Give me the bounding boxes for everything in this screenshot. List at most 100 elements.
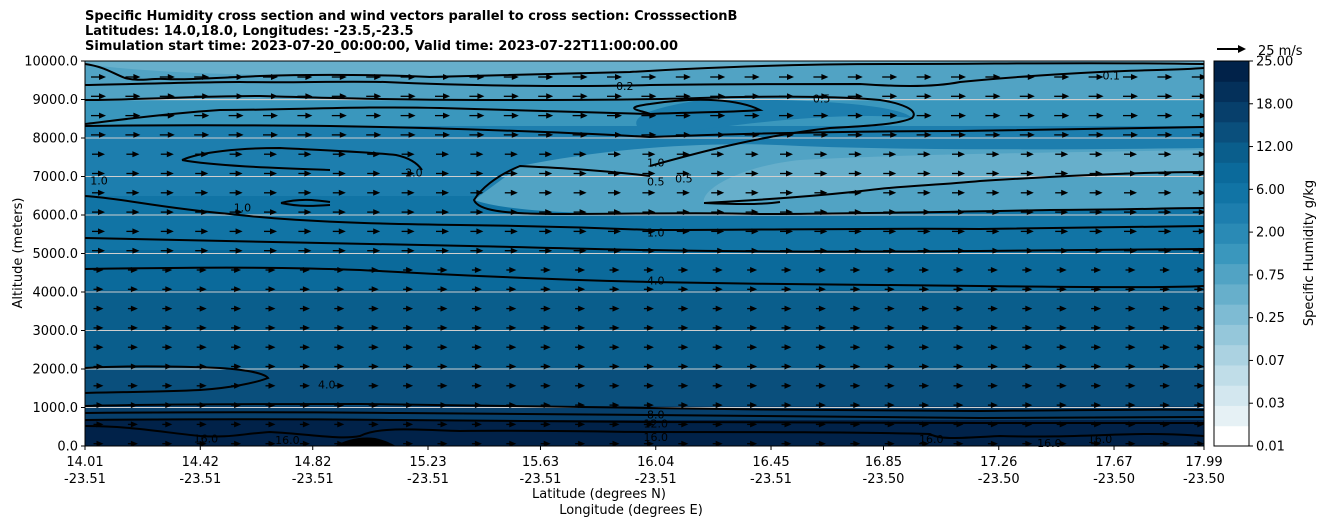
wind-vector bbox=[1159, 440, 1170, 446]
wind-vector bbox=[1088, 93, 1104, 100]
wind-vector bbox=[437, 382, 448, 389]
title-line-2: Latitudes: 14.0,18.0, Longitudes: -23.5,… bbox=[85, 24, 414, 39]
wind-vector bbox=[231, 440, 242, 446]
wind-vector bbox=[334, 440, 345, 446]
wind-vector bbox=[231, 363, 242, 370]
wind-vector bbox=[437, 267, 448, 273]
wind-vector bbox=[1125, 440, 1136, 446]
y-tick-label: 3000.0 bbox=[33, 324, 79, 339]
wind-vector bbox=[678, 267, 689, 273]
wind-vector bbox=[93, 267, 104, 273]
contour-label: 16.0 bbox=[643, 431, 668, 444]
wind-vector bbox=[643, 421, 654, 428]
wind-vector bbox=[1019, 131, 1035, 138]
wind-vector bbox=[1088, 74, 1104, 80]
wind-vector bbox=[1194, 382, 1204, 389]
wind-vector bbox=[334, 344, 345, 351]
wind-vector bbox=[985, 131, 1001, 138]
x-tick-label-lon: -23.51 bbox=[407, 472, 449, 487]
wind-vector bbox=[91, 74, 106, 80]
colorbar-segment bbox=[1214, 344, 1249, 366]
wind-vector bbox=[1194, 324, 1204, 331]
wind-vector bbox=[815, 382, 826, 389]
wind-vector bbox=[781, 421, 792, 428]
wind-vector bbox=[401, 189, 415, 196]
wind-vector bbox=[538, 131, 554, 138]
wind-vector bbox=[641, 131, 657, 138]
wind-vector bbox=[506, 324, 517, 331]
wind-vector bbox=[917, 228, 931, 235]
wind-vector bbox=[780, 170, 793, 177]
wind-vector bbox=[1158, 247, 1172, 254]
wind-vector bbox=[162, 440, 173, 446]
wind-vector bbox=[1056, 305, 1067, 312]
wind-vector bbox=[159, 74, 175, 80]
wind-vector bbox=[298, 189, 312, 196]
wind-vector bbox=[675, 93, 691, 100]
wind-vector bbox=[815, 363, 826, 370]
contour-line bbox=[181, 159, 331, 171]
x-tick-label-lat: 15.23 bbox=[409, 455, 446, 470]
wind-vector bbox=[678, 324, 689, 331]
wind-vector bbox=[676, 247, 690, 254]
wind-vector bbox=[469, 74, 485, 80]
wind-vector bbox=[608, 247, 621, 254]
colorbar-tick-label: 18.00 bbox=[1256, 97, 1293, 112]
wind-vector bbox=[712, 440, 723, 446]
wind-vector bbox=[573, 170, 587, 177]
wind-vector bbox=[159, 112, 175, 119]
wind-vector bbox=[747, 363, 758, 370]
wind-vector bbox=[575, 286, 586, 293]
wind-vector bbox=[712, 382, 723, 389]
wind-vector bbox=[401, 151, 415, 158]
wind-vector bbox=[1124, 151, 1137, 158]
wind-vector bbox=[1091, 286, 1102, 293]
wind-vector bbox=[643, 402, 654, 409]
wind-vector bbox=[1261, 74, 1276, 80]
x-tick-label-lon: -23.50 bbox=[1093, 472, 1135, 487]
wind-vector bbox=[471, 382, 482, 389]
wind-vector bbox=[437, 363, 448, 370]
wind-vector bbox=[710, 74, 726, 80]
wind-vector bbox=[334, 286, 345, 293]
wind-vector bbox=[1125, 324, 1136, 331]
wind-vector bbox=[710, 93, 726, 100]
wind-vector bbox=[437, 344, 448, 351]
wind-vector bbox=[93, 363, 104, 370]
wind-vector bbox=[850, 421, 861, 428]
wind-vector bbox=[882, 74, 898, 80]
wind-vector bbox=[609, 286, 620, 293]
wind-vector bbox=[744, 112, 760, 119]
wind-vector bbox=[127, 402, 138, 409]
wind-vector bbox=[1056, 324, 1067, 331]
wind-vector bbox=[747, 382, 758, 389]
wind-vector bbox=[93, 421, 104, 428]
wind-vector bbox=[231, 402, 242, 409]
wind-vector bbox=[575, 382, 586, 389]
wind-vector bbox=[400, 93, 416, 100]
wind-vector bbox=[538, 74, 554, 80]
wind-vector bbox=[403, 344, 414, 351]
wind-vector bbox=[299, 286, 310, 293]
wind-vector bbox=[194, 112, 210, 119]
wind-vector bbox=[607, 74, 622, 80]
wind-vector bbox=[1055, 228, 1069, 235]
wind-vector bbox=[229, 170, 243, 177]
colorbar-segment bbox=[1214, 142, 1249, 163]
wind-vector bbox=[93, 440, 104, 446]
colorbar: 0.01 0.03 0.07 0.25 0.75 2.00 6.00 12.00 18.00 25… bbox=[1213, 55, 1293, 455]
wind-vector bbox=[195, 228, 209, 235]
wind-vector bbox=[332, 209, 346, 216]
wind-vector bbox=[609, 344, 620, 351]
contour-label: 1.0 bbox=[647, 156, 665, 169]
wind-vector bbox=[850, 324, 861, 331]
wind-vector bbox=[676, 170, 690, 177]
wind-vector bbox=[1159, 382, 1170, 389]
wind-vector bbox=[1158, 228, 1172, 235]
wind-vector bbox=[368, 440, 379, 446]
colorbar-segment bbox=[1214, 283, 1249, 305]
wind-vector bbox=[93, 382, 104, 389]
wind-vector bbox=[196, 267, 207, 273]
wind-vector bbox=[1089, 151, 1103, 158]
wind-vector bbox=[953, 267, 964, 273]
